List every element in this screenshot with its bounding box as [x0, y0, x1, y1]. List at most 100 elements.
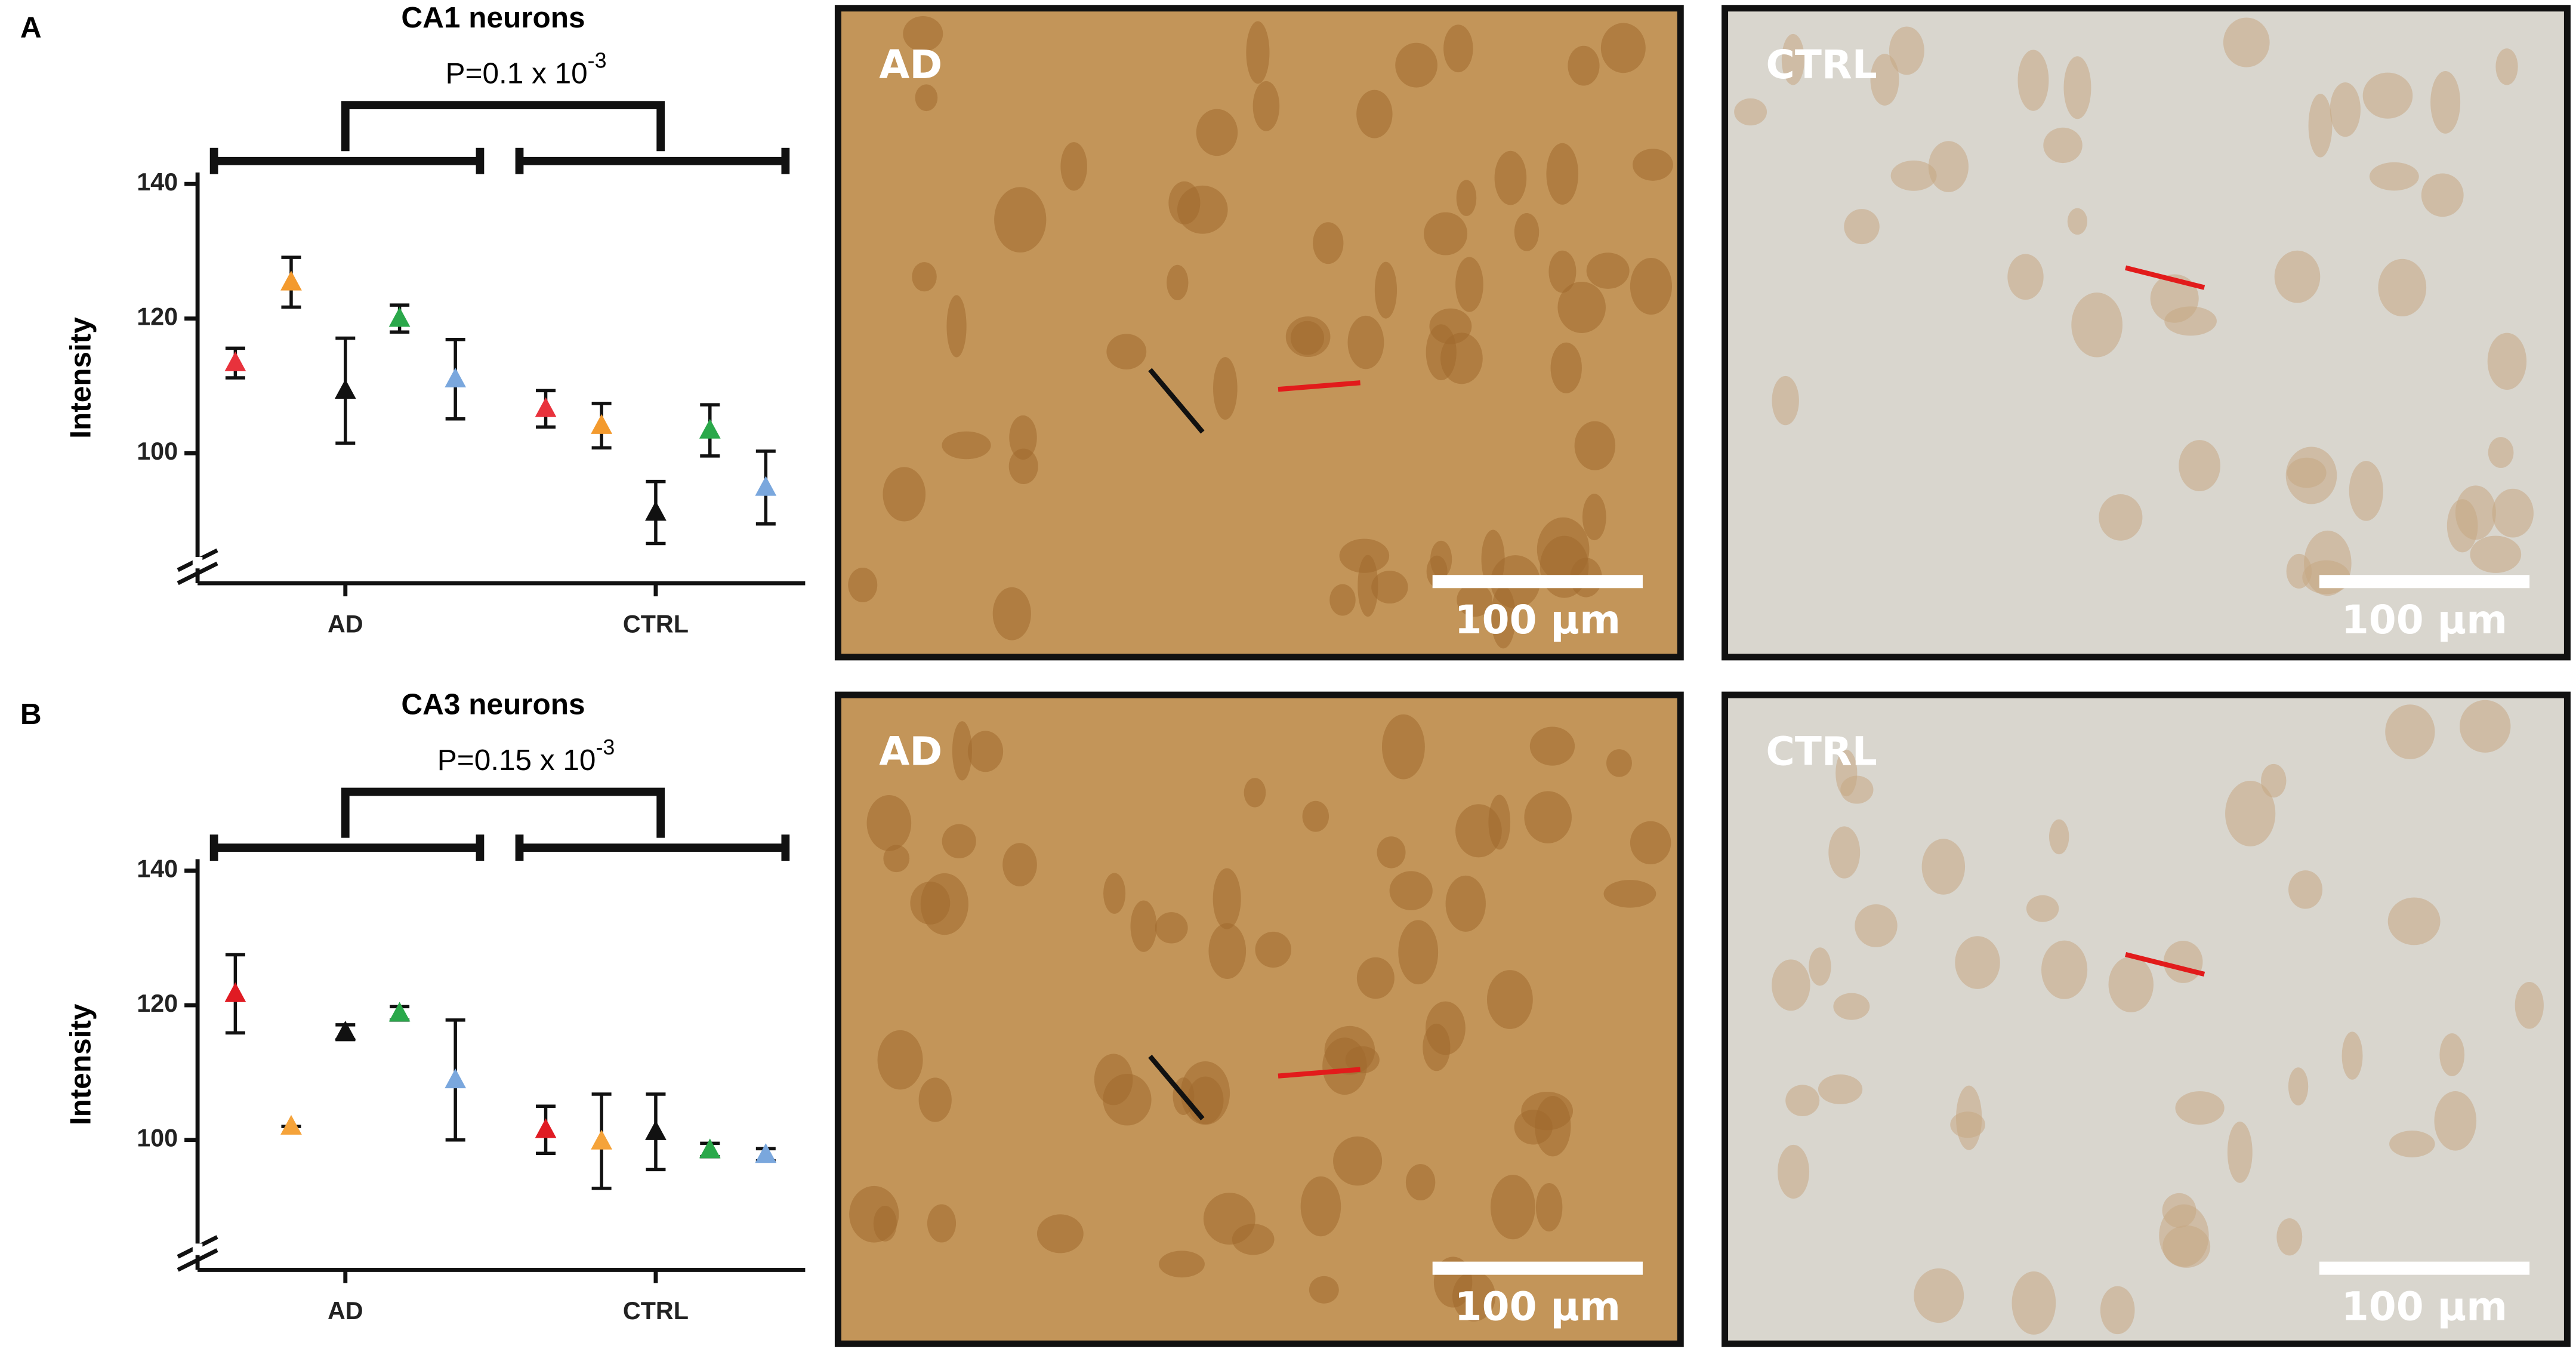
annotation: P=0.15 x 10-3 — [437, 735, 615, 777]
cell — [1060, 142, 1087, 191]
cell — [2439, 1033, 2465, 1076]
cell — [1529, 726, 1575, 766]
cell — [1914, 1268, 1964, 1323]
cell — [1339, 538, 1390, 573]
cell — [1828, 826, 1861, 879]
cell — [946, 295, 967, 358]
cell — [1772, 959, 1810, 1011]
cell — [1313, 222, 1344, 264]
arrow — [1278, 1067, 1361, 1079]
cell — [1002, 843, 1037, 886]
cell — [1103, 1073, 1152, 1126]
scale-bar — [1432, 575, 1643, 589]
cell — [1606, 749, 1632, 777]
cell — [1398, 920, 1439, 985]
cell — [2007, 254, 2044, 300]
cell — [1486, 970, 1533, 1029]
scale-bar — [2319, 575, 2530, 589]
chart-title: CA1 neurons — [401, 1, 585, 34]
scale-bar — [1432, 1261, 1643, 1275]
cell — [883, 845, 910, 873]
cell — [1928, 141, 1969, 192]
cell — [1429, 308, 1472, 344]
cell — [1455, 257, 1483, 312]
cell — [1405, 1164, 1436, 1201]
scale-bar-label: 100 µm — [1455, 597, 1621, 643]
cell — [1582, 494, 1606, 541]
arrow — [1148, 368, 1205, 434]
cell — [903, 16, 943, 52]
cell — [1457, 583, 1492, 617]
cell — [1490, 1175, 1535, 1240]
cell — [1778, 1144, 1810, 1199]
cell — [2175, 1091, 2225, 1125]
cell — [1445, 875, 1486, 932]
chart-title: CA3 neurons — [401, 688, 585, 720]
point — [224, 982, 246, 1002]
cell — [2179, 440, 2220, 491]
cell — [2434, 1091, 2477, 1151]
cell — [1168, 181, 1201, 224]
cell — [1389, 871, 1433, 910]
cell — [2447, 499, 2478, 553]
panel-label: A — [20, 11, 42, 44]
cell — [1106, 334, 1147, 369]
cell — [942, 824, 976, 858]
cell — [1844, 209, 1880, 245]
cell — [2430, 71, 2461, 134]
cell — [2515, 981, 2544, 1029]
point — [755, 476, 777, 496]
cell — [2287, 457, 2327, 488]
point — [645, 501, 667, 521]
cell — [883, 467, 926, 522]
scale-bar-label: 100 µm — [1455, 1284, 1621, 1330]
cell — [1167, 264, 1189, 300]
panel-label: B — [20, 698, 42, 731]
arrow — [1278, 380, 1361, 392]
cell — [1159, 1251, 1205, 1278]
cell — [1603, 880, 1656, 908]
cell — [1840, 775, 1874, 804]
cell — [1302, 800, 1329, 832]
y-tick-label: 100 — [137, 438, 178, 465]
cell — [1426, 1001, 1466, 1055]
scale-bar-label: 100 µm — [2341, 597, 2507, 643]
cell — [1347, 315, 1384, 369]
y-tick-label: 120 — [137, 990, 178, 1017]
cell — [1921, 839, 1966, 895]
cell — [1537, 517, 1590, 581]
cell — [1345, 1046, 1380, 1074]
cell — [2487, 332, 2527, 390]
cell — [1008, 448, 1038, 485]
point — [334, 1020, 356, 1040]
arrow — [1148, 1054, 1205, 1120]
cell — [1009, 415, 1037, 460]
cell — [1309, 1276, 1339, 1304]
cell — [1244, 778, 1266, 808]
cell — [2150, 274, 2199, 323]
cell — [1772, 375, 1799, 426]
cell — [2308, 93, 2333, 158]
cell — [1455, 804, 1502, 858]
cell — [2163, 941, 2203, 983]
cell — [1494, 150, 1527, 205]
x-tick-label: AD — [328, 610, 363, 637]
cell — [1600, 23, 1646, 73]
cell — [2495, 48, 2518, 85]
point — [388, 307, 411, 327]
point — [699, 1138, 721, 1159]
cell — [1568, 45, 1600, 86]
cell — [1443, 24, 1473, 73]
cell — [2223, 17, 2270, 67]
cell — [2261, 763, 2287, 798]
cell — [1956, 1085, 1982, 1150]
point — [645, 1120, 667, 1140]
cell — [1548, 250, 1577, 293]
cell — [1630, 821, 1671, 864]
cell — [1130, 900, 1157, 952]
point — [388, 1002, 411, 1022]
cell — [2159, 1204, 2209, 1267]
cell — [910, 881, 951, 925]
x-tick-label: CTRL — [623, 610, 689, 637]
cell — [1870, 54, 1899, 106]
